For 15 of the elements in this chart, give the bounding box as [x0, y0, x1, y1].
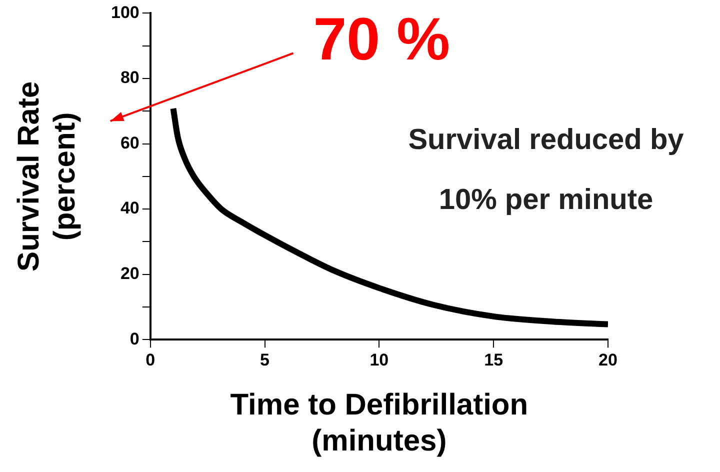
x-tick-label: 20	[598, 350, 618, 370]
y-tick-label: 0	[130, 329, 140, 348]
x-tick-label: 5	[260, 350, 270, 370]
x-tick-label: 15	[484, 350, 504, 370]
y-tick-label: 80	[120, 68, 140, 88]
annotation: 70 %	[313, 6, 450, 73]
x-tick-label: 0	[146, 350, 156, 370]
y-tick-label: 60	[120, 133, 140, 152]
y-axis-title: Survival Rate (percent)	[12, 81, 82, 272]
x-tick-label: 10	[370, 350, 389, 370]
y-tick-label: 100	[110, 2, 140, 22]
y-tick-label: 40	[120, 198, 140, 218]
x-axis-title: Time to Defibrillation (minutes)	[230, 388, 528, 458]
annotation: Survival reduced by 10% per minute	[408, 124, 684, 216]
y-tick-label: 20	[120, 264, 140, 284]
